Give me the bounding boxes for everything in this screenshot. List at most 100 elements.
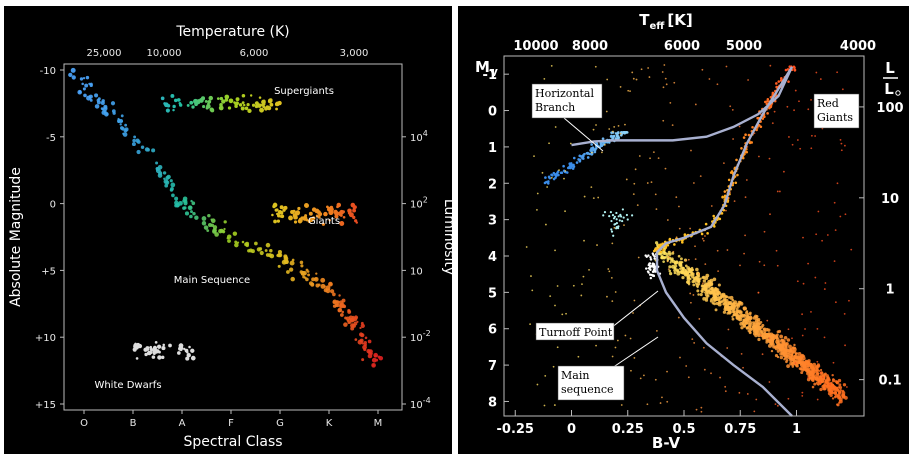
hb-star-point <box>546 182 550 185</box>
field-star-point <box>661 71 664 73</box>
ms-star-point <box>706 284 710 289</box>
field-star-point <box>845 386 848 388</box>
star-point <box>332 300 336 304</box>
straggler-point <box>610 230 614 233</box>
ms-star-point <box>681 276 685 280</box>
star-point <box>351 323 356 328</box>
ms-star-point <box>675 268 680 272</box>
field-star-point <box>667 268 670 271</box>
right-y-tick-label: 3 <box>488 214 497 229</box>
ms-star-point <box>791 351 795 354</box>
field-star-point <box>636 204 639 207</box>
star-point <box>313 276 319 282</box>
ms-star-point <box>712 277 717 282</box>
white-dwarf-point <box>149 345 153 349</box>
field-star-point <box>619 132 622 135</box>
ms-star-point <box>817 378 821 382</box>
hb-star-point <box>550 173 553 177</box>
supergiant-point <box>238 103 243 107</box>
right-y-title: MV <box>475 58 498 79</box>
turnoff-pointer <box>610 290 659 329</box>
field-star-point <box>611 242 614 245</box>
field-star-point <box>672 250 675 253</box>
field-star-point <box>771 122 774 125</box>
straggler-point <box>625 213 628 217</box>
ms-star-point <box>813 382 817 386</box>
star-point <box>132 138 136 143</box>
star-point <box>315 283 320 288</box>
star-point <box>254 241 258 246</box>
star-point <box>232 231 238 236</box>
field-star-point <box>729 105 732 108</box>
left-x2-tick-label: 3,000 <box>340 48 369 59</box>
field-star-point <box>717 270 720 273</box>
field-star-point <box>807 108 810 111</box>
field-star-point <box>692 294 695 296</box>
star-point <box>79 77 84 81</box>
field-star-point <box>588 268 590 271</box>
field-star-point <box>801 391 804 394</box>
field-star-point <box>592 197 595 200</box>
supergiant-point <box>202 104 206 109</box>
field-star-point <box>821 239 823 242</box>
ms-line-1: Main <box>561 369 589 382</box>
ms-star-point <box>837 391 842 395</box>
field-star-point <box>744 234 746 237</box>
supergiant-point <box>195 101 199 105</box>
white-dwarf-point <box>179 348 183 352</box>
supergiant-point <box>224 94 230 100</box>
star-point <box>265 242 271 248</box>
white-dwarf-point <box>168 343 172 348</box>
right-x-title: B-V <box>652 434 681 452</box>
hb-star-point <box>555 174 558 178</box>
field-star-point <box>761 353 764 356</box>
ms-star-point <box>800 358 803 361</box>
star-point <box>373 352 379 358</box>
supergiant-point <box>221 99 226 104</box>
field-star-point <box>597 196 600 199</box>
ms-star-point <box>715 288 720 293</box>
field-star-point <box>565 312 567 315</box>
supergiant-point <box>247 108 252 114</box>
left-x-tick-label: M <box>374 418 383 429</box>
field-star-point <box>695 408 698 411</box>
field-star-point <box>836 71 839 74</box>
ms-star-point <box>668 269 672 273</box>
field-star-point <box>675 236 678 239</box>
star-point <box>291 258 295 262</box>
star-point <box>330 289 335 294</box>
star-point <box>191 201 196 206</box>
star-point <box>226 234 232 240</box>
field-star-point <box>648 76 651 78</box>
field-star-point <box>793 109 795 112</box>
ms-star-point <box>760 325 764 329</box>
star-point <box>157 173 163 178</box>
ms-star-point <box>759 320 763 324</box>
annotation-main-sequence-cmd: Main sequence <box>561 369 614 396</box>
ms-star-point <box>827 388 832 393</box>
ms-star-point <box>771 335 775 339</box>
field-star-point <box>554 249 556 252</box>
field-star-point <box>843 312 846 315</box>
field-star-point <box>826 234 829 236</box>
giant-point <box>321 222 326 226</box>
right-x2-title: Teff [K] <box>639 11 692 32</box>
left-y-tick-label: +10 <box>35 333 56 344</box>
supergiant-point <box>234 104 238 108</box>
straggler-point <box>617 215 620 218</box>
field-star-point <box>801 313 803 316</box>
white-dwarf-point <box>190 355 196 361</box>
field-star-point <box>775 249 778 252</box>
ms-star-point <box>685 272 690 277</box>
field-star-point <box>665 83 668 86</box>
field-star-point <box>612 130 614 133</box>
field-star-point <box>536 208 538 211</box>
field-star-point <box>625 178 628 181</box>
field-star-point <box>815 233 818 236</box>
ms-star-point <box>812 362 817 367</box>
star-point <box>189 214 193 219</box>
field-star-point <box>583 239 585 242</box>
straggler-point <box>619 215 623 218</box>
field-star-point <box>763 264 766 267</box>
ms-star-point <box>749 316 753 320</box>
